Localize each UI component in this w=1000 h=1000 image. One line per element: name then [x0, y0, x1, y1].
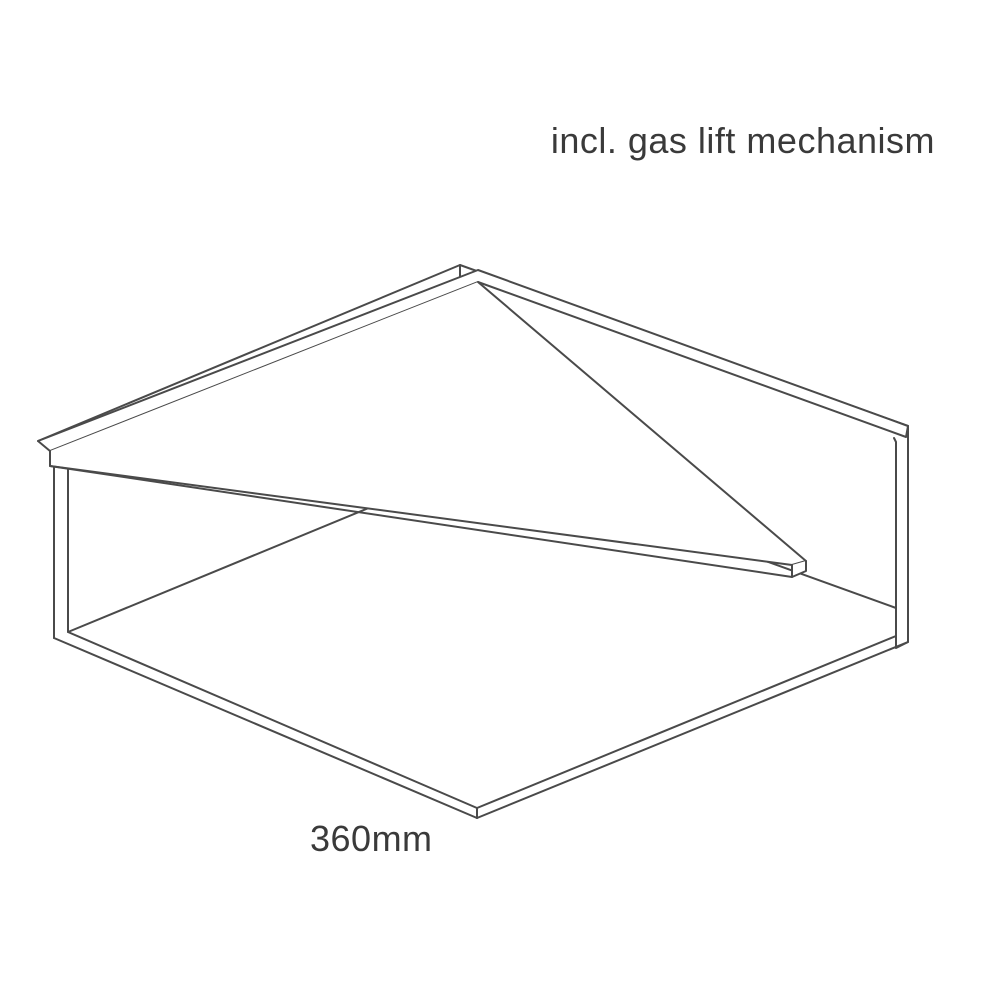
cabinet-line-drawing: [0, 0, 1000, 1000]
